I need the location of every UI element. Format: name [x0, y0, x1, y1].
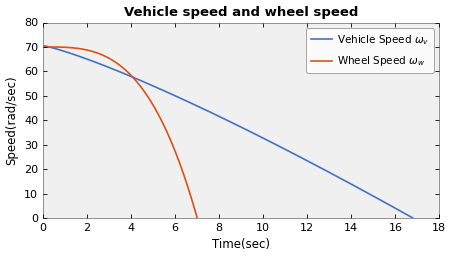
Wheel Speed $\omega_w$	[160, 123, 166, 126]
Y-axis label: Speed(rad/sec): Speed(rad/sec)	[5, 76, 18, 165]
Vehicle Speed $\omega_v$	[410, 216, 415, 219]
Wheel Speed $\omega_w$	[194, 216, 199, 219]
Wheel Speed $\omega_w$	[102, 55, 108, 58]
Vehicle Speed $\omega_v$	[203, 109, 208, 112]
Line: Wheel Speed $\omega_w$: Wheel Speed $\omega_w$	[43, 47, 197, 218]
Vehicle Speed $\omega_v$	[78, 55, 83, 58]
Line: Vehicle Speed $\omega_v$: Vehicle Speed $\omega_v$	[43, 46, 412, 218]
Wheel Speed $\omega_w$	[56, 45, 61, 49]
Vehicle Speed $\omega_v$	[335, 176, 340, 179]
Vehicle Speed $\omega_v$	[294, 154, 299, 157]
X-axis label: Time(sec): Time(sec)	[212, 238, 270, 251]
Wheel Speed $\omega_w$	[108, 58, 114, 61]
Legend: Vehicle Speed $\omega_v$, Wheel Speed $\omega_w$: Vehicle Speed $\omega_v$, Wheel Speed $\…	[305, 28, 433, 74]
Vehicle Speed $\omega_v$	[328, 172, 333, 175]
Title: Vehicle speed and wheel speed: Vehicle speed and wheel speed	[124, 6, 358, 19]
Wheel Speed $\omega_w$	[40, 45, 46, 49]
Wheel Speed $\omega_w$	[163, 128, 168, 132]
Wheel Speed $\omega_w$	[146, 97, 151, 100]
Vehicle Speed $\omega_v$	[40, 44, 46, 47]
Vehicle Speed $\omega_v$	[189, 102, 195, 105]
